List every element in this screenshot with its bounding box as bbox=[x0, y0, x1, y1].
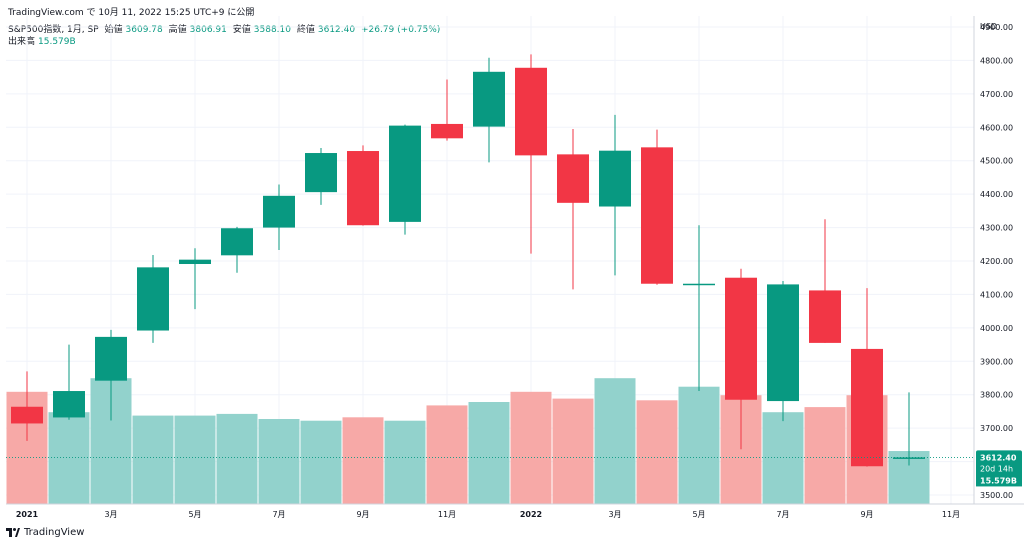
tradingview-logo-text: TradingView bbox=[24, 527, 85, 538]
tradingview-logo-icon bbox=[6, 528, 20, 537]
volume-bar[interactable] bbox=[678, 386, 720, 504]
published-info: TradingView.com で 10月 11, 2022 15:25 UTC… bbox=[8, 5, 257, 18]
price-axis-label: 4800.00 bbox=[980, 56, 1013, 65]
open-label: 始値 bbox=[104, 25, 123, 35]
volume-bar[interactable] bbox=[216, 413, 258, 504]
price-axis-label: 3800.00 bbox=[980, 391, 1013, 400]
candle-body[interactable] bbox=[683, 283, 715, 286]
time-axis-label: 5月 bbox=[692, 510, 705, 519]
time-axis-label: 9月 bbox=[860, 510, 873, 519]
volume-bar[interactable] bbox=[300, 420, 342, 504]
candle-body[interactable] bbox=[557, 154, 589, 203]
candle-body[interactable] bbox=[305, 153, 337, 193]
candle-body[interactable] bbox=[641, 147, 673, 284]
price-axis-label: 3900.00 bbox=[980, 357, 1013, 366]
candle-body[interactable] bbox=[179, 259, 211, 265]
price-axis-label: 4000.00 bbox=[980, 324, 1013, 333]
candle-body[interactable] bbox=[473, 71, 505, 127]
candle-body[interactable] bbox=[851, 348, 883, 467]
time-axis-label: 2022 bbox=[520, 510, 542, 519]
open-value: 3609.78 bbox=[125, 25, 163, 35]
volume-bar[interactable] bbox=[426, 405, 468, 504]
candle-body[interactable] bbox=[53, 391, 85, 418]
price-axis-label: 3700.00 bbox=[980, 424, 1013, 433]
candle-body[interactable] bbox=[431, 123, 463, 139]
price-axis-label: 4100.00 bbox=[980, 290, 1013, 299]
volume-bar[interactable] bbox=[804, 407, 846, 504]
time-axis-label: 11月 bbox=[942, 510, 960, 519]
close-label: 終値 bbox=[296, 25, 315, 35]
candle-body[interactable] bbox=[809, 290, 841, 343]
volume-bar[interactable] bbox=[174, 415, 216, 504]
tradingview-logo[interactable]: TradingView bbox=[6, 527, 84, 538]
volume-bar[interactable] bbox=[48, 412, 90, 504]
volume-value: 15.579B bbox=[38, 37, 76, 47]
ohlc-legend: S&P500指数, 1月, SP 始値 3609.78 高値 3806.91 安値 3… bbox=[8, 22, 443, 35]
candle-body[interactable] bbox=[389, 125, 421, 222]
volume-bar[interactable] bbox=[552, 398, 594, 504]
price-axis-label: 4200.00 bbox=[980, 257, 1013, 266]
volume-legend: 出来高 15.579B bbox=[8, 34, 79, 47]
volume-bar[interactable] bbox=[762, 412, 804, 504]
time-axis-label: 3月 bbox=[608, 510, 621, 519]
volume-bar[interactable] bbox=[342, 417, 384, 504]
volume-bar[interactable] bbox=[636, 400, 678, 504]
time-axis-label: 2021 bbox=[16, 510, 39, 519]
low-value: 3588.10 bbox=[253, 25, 291, 35]
time-axis-label: 7月 bbox=[272, 510, 285, 519]
volume-badge-label: 15.579B bbox=[980, 476, 1017, 485]
time-axis-label: 5月 bbox=[188, 510, 201, 519]
high-value: 3806.91 bbox=[189, 25, 227, 35]
candle-body[interactable] bbox=[725, 277, 757, 400]
low-label: 安値 bbox=[232, 25, 251, 35]
price-axis-label: 4900.00 bbox=[980, 23, 1013, 32]
candle-body[interactable] bbox=[221, 228, 253, 256]
volume-bar[interactable] bbox=[132, 415, 174, 504]
volume-badge bbox=[976, 475, 1022, 487]
price-axis-label: 4300.00 bbox=[980, 224, 1013, 233]
symbol-title[interactable]: S&P500指数, 1月, SP bbox=[8, 25, 99, 35]
candle-body[interactable] bbox=[11, 406, 43, 424]
publish-source-text: TradingView.com で 10月 11, 2022 15:25 UTC… bbox=[8, 8, 255, 18]
candle-body[interactable] bbox=[599, 150, 631, 207]
close-value: 3612.40 bbox=[317, 25, 356, 35]
candle-body[interactable] bbox=[137, 267, 169, 331]
change-value: +26.79 (+0.75%) bbox=[360, 25, 441, 35]
high-label: 高値 bbox=[168, 25, 187, 35]
countdown-badge-label: 20d 14h bbox=[980, 464, 1013, 473]
volume-label: 出来高 bbox=[8, 37, 36, 47]
time-axis-label: 3月 bbox=[104, 510, 117, 519]
price-axis-label: 4400.00 bbox=[980, 190, 1013, 199]
volume-bar[interactable] bbox=[510, 391, 552, 504]
candle-body[interactable] bbox=[347, 151, 379, 226]
price-axis-label: 4500.00 bbox=[980, 157, 1013, 166]
price-axis-label: 4600.00 bbox=[980, 123, 1013, 132]
candle-body[interactable] bbox=[95, 336, 127, 381]
candle-body[interactable] bbox=[893, 457, 925, 459]
candle-body[interactable] bbox=[263, 195, 295, 228]
candle-body[interactable] bbox=[767, 284, 799, 402]
time-axis-label: 9月 bbox=[356, 510, 369, 519]
time-axis-label: 7月 bbox=[776, 510, 789, 519]
time-axis-label: 11月 bbox=[438, 510, 456, 519]
volume-bar[interactable] bbox=[594, 378, 636, 504]
volume-bar[interactable] bbox=[258, 419, 300, 504]
volume-bar[interactable] bbox=[468, 402, 510, 504]
volume-bar[interactable] bbox=[384, 420, 426, 504]
price-axis-label: 4700.00 bbox=[980, 90, 1013, 99]
last-price-badge-label: 3612.40 bbox=[980, 453, 1017, 462]
candle-body[interactable] bbox=[515, 67, 547, 156]
currency-label: USD bbox=[980, 22, 997, 31]
price-axis-label: 3500.00 bbox=[980, 491, 1013, 500]
